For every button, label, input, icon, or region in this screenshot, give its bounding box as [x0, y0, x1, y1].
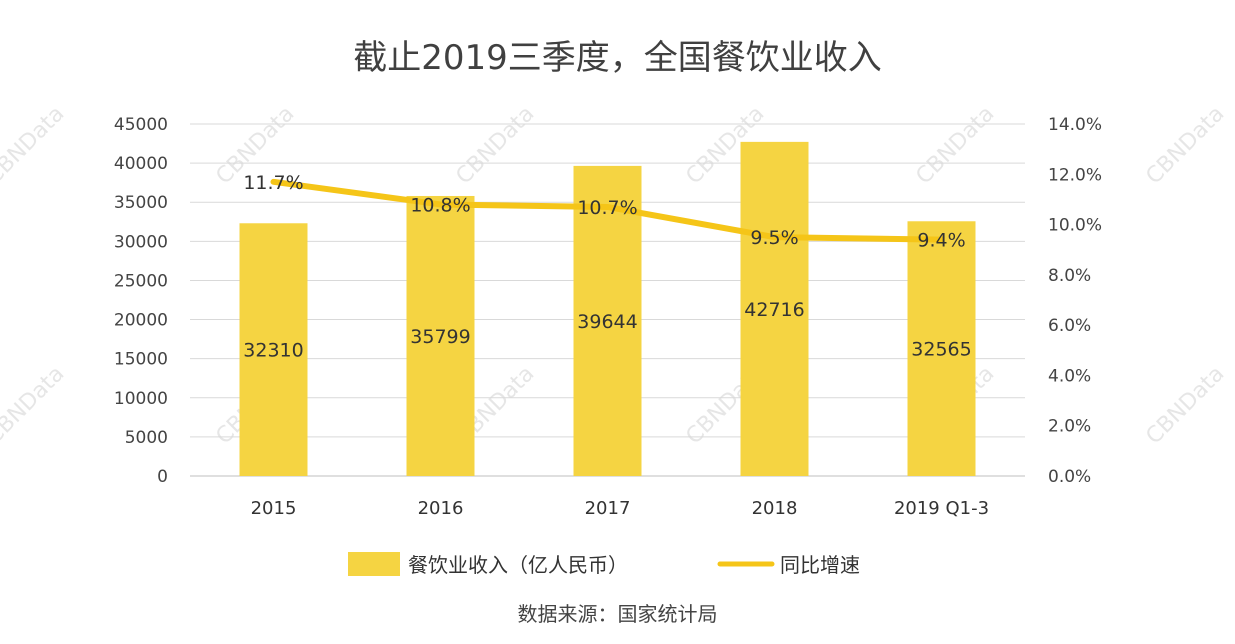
line-value-label: 11.7%	[243, 172, 303, 194]
category-label: 2017	[585, 498, 631, 519]
left-tick-label: 45000	[114, 115, 168, 135]
line-value-label: 9.5%	[750, 227, 798, 249]
line-data-labels: 11.7% 10.8% 10.7% 9.5% 9.4%	[243, 172, 965, 252]
left-tick-label: 5000	[125, 428, 168, 448]
line-series	[270, 178, 945, 243]
bar-value-label: 32565	[911, 339, 971, 361]
bar-value-label: 32310	[243, 340, 303, 362]
left-tick-label: 20000	[114, 311, 168, 331]
category-label: 2015	[251, 498, 297, 519]
right-tick-label: 12.0%	[1048, 165, 1102, 185]
category-label: 2018	[752, 498, 798, 519]
category-axis-labels: 2015 2016 2017 2018 2019 Q1-3	[251, 498, 989, 519]
legend-bar-swatch	[348, 552, 400, 576]
right-tick-label: 2.0%	[1048, 417, 1091, 437]
right-tick-label: 6.0%	[1048, 316, 1091, 336]
watermark-text: CBNData	[451, 101, 539, 189]
category-label: 2019 Q1-3	[894, 498, 989, 519]
bar-value-label: 35799	[410, 326, 470, 348]
right-tick-label: 0.0%	[1048, 467, 1091, 487]
watermark-text: CBNData	[1141, 361, 1229, 449]
legend-line-label: 同比增速	[780, 553, 860, 577]
bar-data-labels: 32310 35799 39644 42716 32565	[243, 299, 971, 362]
bar-value-label: 42716	[744, 299, 804, 321]
watermark-text: CBNData	[0, 361, 69, 449]
left-tick-label: 35000	[114, 193, 168, 213]
left-tick-label: 30000	[114, 232, 168, 252]
left-tick-label: 25000	[114, 271, 168, 291]
line-value-label: 10.7%	[577, 197, 637, 219]
data-source: 数据来源：国家统计局	[517, 602, 718, 626]
chart-title: 截止2019三季度，全国餐饮业收入	[353, 38, 882, 78]
bar	[907, 221, 976, 476]
legend-bar-label: 餐饮业收入（亿人民币）	[408, 553, 628, 577]
line-value-label: 9.4%	[917, 230, 965, 252]
bar-series	[239, 141, 976, 477]
watermark-text: CBNData	[0, 101, 69, 189]
bar	[239, 223, 308, 476]
right-axis-ticks: 0.0% 2.0% 4.0% 6.0% 8.0% 10.0% 12.0% 14.0%	[1048, 115, 1102, 487]
line-value-label: 10.8%	[410, 194, 470, 216]
bar	[406, 195, 475, 476]
left-axis-ticks: 0 5000 10000 15000 20000 25000 30000 35000 40000…	[114, 115, 168, 487]
watermark-text: CBNData	[911, 101, 999, 189]
left-tick-label: 10000	[114, 389, 168, 409]
right-tick-label: 4.0%	[1048, 366, 1091, 386]
category-label: 2016	[418, 498, 464, 519]
left-tick-label: 15000	[114, 350, 168, 370]
legend: 餐饮业收入（亿人民币） 同比增速	[348, 552, 860, 577]
bar	[573, 165, 642, 477]
bar-value-label: 39644	[577, 311, 637, 333]
watermark-text: CBNData	[1141, 101, 1229, 189]
left-tick-label: 0	[157, 467, 168, 487]
right-tick-label: 8.0%	[1048, 266, 1091, 286]
right-tick-label: 10.0%	[1048, 216, 1102, 236]
left-tick-label: 40000	[114, 154, 168, 174]
growth-line	[270, 178, 945, 243]
right-tick-label: 14.0%	[1048, 115, 1102, 135]
bar	[740, 141, 809, 476]
